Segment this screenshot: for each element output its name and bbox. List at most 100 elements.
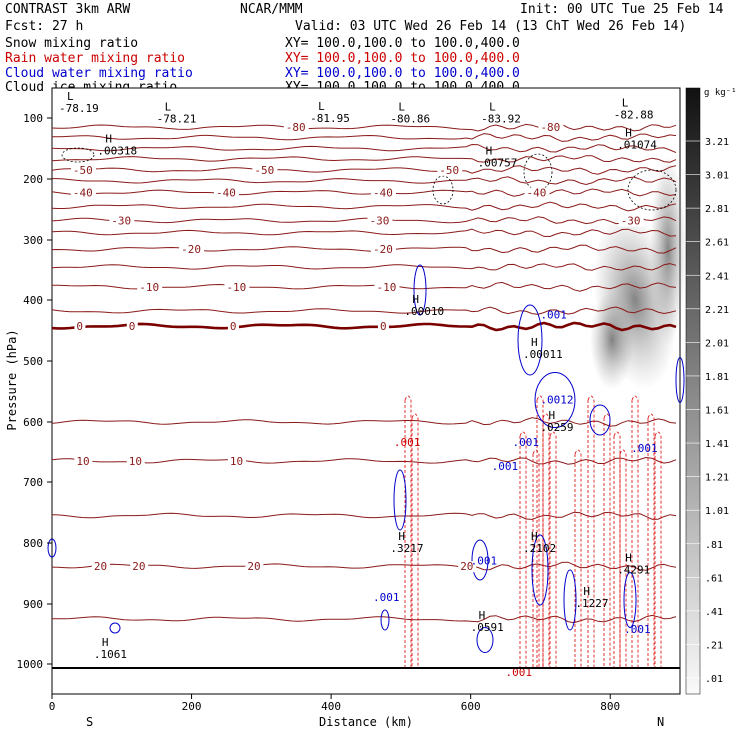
x-tick-label: 200 bbox=[182, 700, 202, 713]
isotherm-label: 0 bbox=[380, 320, 387, 333]
isotherm-label-bg bbox=[126, 321, 138, 333]
cloud-water-contour bbox=[47, 538, 57, 558]
isotherm-label-bg bbox=[458, 561, 477, 573]
cloud-water-contour bbox=[534, 372, 576, 428]
isotherm-label: -30 bbox=[621, 214, 641, 227]
hydrometeor-label: .001 bbox=[492, 460, 518, 473]
extremum-mark: H bbox=[486, 145, 493, 158]
isotherm-label-bg bbox=[538, 122, 564, 134]
isotherm-label: -40 bbox=[216, 186, 236, 199]
cloud-water-contour bbox=[563, 569, 577, 631]
forecast-hour: Fcst: 27 h bbox=[5, 19, 84, 34]
colorbar-label: .41 bbox=[705, 607, 723, 618]
isotherm-label-bg bbox=[227, 321, 239, 333]
rain-contour bbox=[549, 431, 557, 668]
isotherm-label-bg bbox=[370, 244, 396, 255]
legend-rain-xy: XY= 100.0,100.0 to 100.0,400.0 bbox=[285, 51, 520, 66]
extremum-value: .00757 bbox=[478, 157, 518, 170]
x-axis-title: Distance (km) bbox=[319, 715, 413, 729]
colorbar-label: 1.41 bbox=[705, 439, 729, 450]
isotherm-label: 10 bbox=[230, 455, 243, 468]
isotherm-25 bbox=[52, 614, 677, 624]
isotherm--50 bbox=[51, 165, 677, 175]
cloud-water-contour bbox=[531, 534, 549, 606]
isotherm--25 bbox=[51, 228, 677, 238]
isotherm-label-bg bbox=[179, 244, 205, 255]
y-tick-label: 1000 bbox=[17, 658, 44, 671]
cloud-water-contour bbox=[380, 609, 390, 631]
isotherm-label: -30 bbox=[369, 214, 389, 227]
isotherm-label-bg bbox=[227, 456, 246, 467]
rain-contour bbox=[532, 449, 540, 668]
extremum-mark: L bbox=[165, 101, 172, 114]
colorbar-label: 1.81 bbox=[705, 372, 729, 383]
legend-cloud-water: Cloud water mixing ratio bbox=[5, 66, 193, 81]
hydrometeor-label: .0012 bbox=[540, 394, 573, 407]
isotherm-label: -40 bbox=[373, 186, 393, 199]
extremum-mark: L bbox=[398, 101, 405, 114]
extremum-value: -80.86 bbox=[390, 113, 430, 126]
isotherm--80 bbox=[51, 122, 677, 132]
isotherm-label-bg bbox=[283, 122, 309, 134]
extremum-mark: H bbox=[412, 293, 419, 306]
extremum-mark: L bbox=[318, 100, 325, 113]
extremum-value: .00011 bbox=[523, 348, 563, 361]
isotherm-label: 20 bbox=[247, 560, 260, 573]
isotherm--30 bbox=[51, 216, 677, 225]
isotherm-label-bg bbox=[245, 561, 264, 573]
hydrometeor-label: .001 bbox=[394, 436, 421, 449]
x-tick-label: 600 bbox=[461, 700, 481, 713]
cloud-water-contour bbox=[476, 627, 494, 653]
plot-area bbox=[51, 87, 681, 695]
hydrometeor-label: .001 bbox=[373, 591, 400, 604]
extremum-mark: H bbox=[102, 636, 109, 649]
extremum-value: .1061 bbox=[94, 648, 127, 661]
extremum-value: .01074 bbox=[617, 138, 657, 151]
legend-cloud-water-xy: XY= 100.0,100.0 to 100.0,400.0 bbox=[285, 66, 520, 81]
rain-contour bbox=[519, 431, 527, 668]
isotherm-20 bbox=[51, 561, 677, 571]
isotherm-label: 10 bbox=[76, 455, 89, 468]
colorbar-label: 1.01 bbox=[705, 506, 729, 517]
colorbar-label: 2.81 bbox=[705, 204, 729, 215]
extremum-mark: H bbox=[625, 551, 632, 564]
isotherm-label: -10 bbox=[139, 281, 159, 294]
isotherm-label: 10 bbox=[129, 455, 142, 468]
isotherm-label-bg bbox=[70, 187, 96, 199]
isotherm-label: -40 bbox=[526, 186, 546, 199]
extremum-value: .4291 bbox=[617, 563, 650, 576]
isotherm-label: 20 bbox=[94, 560, 107, 573]
extremum-mark: L bbox=[489, 101, 496, 114]
colorbar-unit: g kg⁻¹ bbox=[704, 88, 737, 98]
extremum-mark: H bbox=[531, 336, 538, 349]
y-tick-label: 400 bbox=[23, 294, 43, 307]
legend-snow: Snow mixing ratio bbox=[5, 36, 139, 51]
colorbar-label: 3.01 bbox=[705, 171, 729, 182]
isotherm-label-bg bbox=[524, 187, 550, 199]
isotherm--55 bbox=[51, 155, 677, 163]
colorbar-label: .61 bbox=[705, 573, 723, 584]
isotherm-label: -80 bbox=[286, 121, 306, 134]
isotherm-label: 20 bbox=[460, 560, 473, 573]
extremum-value: .00010 bbox=[404, 305, 444, 318]
isotherm--60 bbox=[51, 143, 677, 154]
extremum-value: -82.88 bbox=[614, 108, 654, 121]
extremum-value: .3217 bbox=[390, 542, 423, 555]
y-tick-label: 700 bbox=[23, 476, 43, 489]
isotherm-label-bg bbox=[126, 456, 145, 467]
isotherm--5 bbox=[51, 306, 677, 315]
y-axis-title: Pressure (hPa) bbox=[5, 329, 19, 430]
x-tick-label: 0 bbox=[49, 700, 56, 713]
x-tick-label: 400 bbox=[321, 700, 341, 713]
init-time: Init: 00 UTC Tue 25 Feb 14 bbox=[520, 2, 724, 17]
isotherm--20 bbox=[51, 244, 677, 254]
rain-contour bbox=[587, 395, 595, 668]
colorbar-label: 2.21 bbox=[705, 305, 729, 316]
isotherm-label: 0 bbox=[230, 320, 237, 333]
isotherm-label-bg bbox=[70, 164, 96, 176]
colorbar-label: .81 bbox=[705, 540, 723, 551]
extremum-mark: L bbox=[67, 90, 74, 103]
cloud-water-contour bbox=[413, 264, 427, 316]
